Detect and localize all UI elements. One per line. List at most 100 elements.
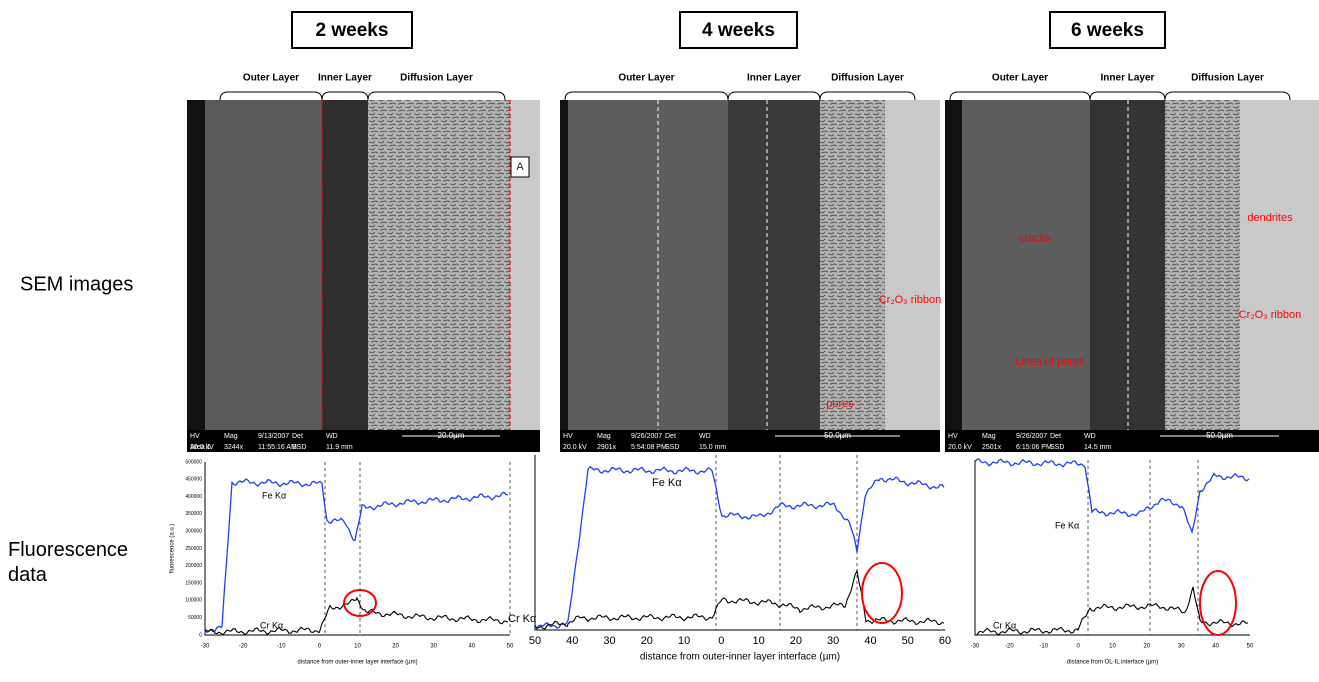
- line-label: Cr Kα: [260, 620, 283, 630]
- x-tick-label: 30: [1178, 644, 1185, 650]
- x-tick-label: 10: [753, 635, 765, 647]
- info-bar: [945, 430, 1319, 452]
- layer-label: Outer Layer: [243, 73, 299, 84]
- highlight-ring: [1199, 570, 1237, 636]
- sem-region: [820, 100, 885, 430]
- y-axis-label: fluorescence (a.u.): [170, 524, 176, 574]
- layer-label: Diffusion Layer: [831, 73, 904, 84]
- x-tick-label: -10: [277, 644, 286, 650]
- y-tick-label: 50000: [188, 615, 202, 621]
- x-tick-label: 50: [529, 635, 541, 647]
- x-tick-label: 30: [603, 635, 615, 647]
- row-label: Fluorescence data: [8, 539, 129, 586]
- scale-label: 50.0µm: [824, 431, 851, 440]
- plot-axes: [974, 460, 1250, 636]
- x-tick-label: -30: [971, 644, 980, 650]
- sem-info: Area 1: [190, 444, 211, 451]
- x-tick-label: 30: [430, 644, 437, 650]
- highlight-ring: [343, 589, 377, 617]
- fe-curve: [974, 458, 1250, 535]
- sem-info: 3244x: [224, 444, 244, 451]
- layer-brace: [949, 91, 1091, 101]
- x-tick-label: 40: [1212, 644, 1219, 650]
- line-label: Fe Kα: [1055, 520, 1079, 530]
- y-tick-label: 500000: [185, 459, 202, 465]
- sem-info: SSD: [292, 444, 306, 451]
- layer-brace: [1164, 91, 1291, 101]
- y-tick-label: 200000: [185, 563, 202, 569]
- x-tick-label: -20: [1005, 644, 1014, 650]
- y-tick-label: 250000: [185, 546, 202, 552]
- x-tick-label: 40: [469, 644, 476, 650]
- sem-region: [205, 100, 322, 430]
- sem-region: [187, 100, 205, 430]
- y-tick-label: 100000: [185, 598, 202, 604]
- annotation: A: [516, 161, 524, 173]
- sem-info: 20.0 kV: [563, 444, 587, 451]
- sem-info: WD: [1084, 433, 1096, 440]
- y-tick-label: 150000: [185, 580, 202, 586]
- layer-brace: [321, 91, 369, 101]
- x-tick-label: -30: [201, 644, 210, 650]
- sem-region: [368, 100, 510, 430]
- x-tick-label: 10: [1109, 644, 1116, 650]
- highlight-ring: [861, 562, 903, 624]
- sem-region: [510, 100, 540, 430]
- fe-curve: [534, 465, 945, 631]
- x-tick-label: 20: [641, 635, 653, 647]
- sem-info: 6:15:06 PM: [1016, 444, 1052, 451]
- sem-info: SSD: [665, 444, 679, 451]
- sem-region: [568, 100, 728, 430]
- x-tick-label: 20: [1144, 644, 1151, 650]
- sem-info: 9/26/2007: [631, 433, 662, 440]
- annotation: pores: [826, 398, 854, 410]
- x-tick-label: 40: [566, 635, 578, 647]
- x-tick-label: 0: [718, 635, 724, 647]
- x-tick-label: 50: [1247, 644, 1254, 650]
- sem-region: [322, 100, 368, 430]
- sem-info: 9/26/2007: [1016, 433, 1047, 440]
- y-tick-label: 400000: [185, 494, 202, 500]
- layer-label: Outer Layer: [618, 73, 674, 84]
- sem-region: [1165, 100, 1240, 430]
- sem-info: 15.0 mm: [699, 444, 726, 451]
- layer-brace: [819, 91, 916, 101]
- y-tick-label: 350000: [185, 511, 202, 517]
- row-label-box: Fluorescence data: [8, 539, 129, 586]
- annotation: Lines of pores: [1015, 356, 1085, 368]
- annotation-box: [510, 156, 530, 178]
- panel-title: 4 weeks: [702, 20, 775, 41]
- scale-label: 50.0µm: [1206, 431, 1233, 440]
- sem-info: HV: [563, 433, 573, 440]
- layer-label: Inner Layer: [318, 73, 372, 84]
- line-label: Cr Kα: [508, 613, 537, 625]
- sem-info: WD: [699, 433, 711, 440]
- sem-info: 2901x: [597, 444, 617, 451]
- x-tick-label: 0: [1076, 644, 1080, 650]
- layer-brace: [367, 91, 506, 101]
- x-tick-label: -20: [239, 644, 248, 650]
- sem-info: 2501x: [982, 444, 1002, 451]
- plot-axes: [204, 462, 510, 636]
- layer-label: Outer Layer: [992, 73, 1048, 84]
- cr-curve: [974, 586, 1249, 636]
- layer-brace: [219, 91, 323, 101]
- x-tick-label: 20: [790, 635, 802, 647]
- sem-info: Mag: [982, 433, 996, 440]
- sem-region: [1240, 100, 1319, 430]
- sem-region: [885, 100, 940, 430]
- line-label: Fe Kα: [652, 477, 682, 489]
- y-tick-label: 300000: [185, 529, 202, 535]
- sem-info: Det: [665, 433, 676, 440]
- sem-info: 11.9 mm: [326, 444, 353, 451]
- sem-region: [945, 100, 962, 430]
- layer-brace: [727, 91, 821, 101]
- row-label: SEM images: [20, 273, 133, 295]
- x-axis-label: distance from outer-inner layer interfac…: [640, 652, 840, 663]
- x-tick-label: 40: [864, 635, 876, 647]
- x-axis-label: distance from OL-IL interface (µm): [1067, 660, 1158, 666]
- info-bar: [560, 430, 940, 452]
- y-tick-label: 450000: [185, 477, 202, 483]
- line-label: Cr Kα: [993, 620, 1016, 630]
- x-tick-label: 0: [318, 644, 322, 650]
